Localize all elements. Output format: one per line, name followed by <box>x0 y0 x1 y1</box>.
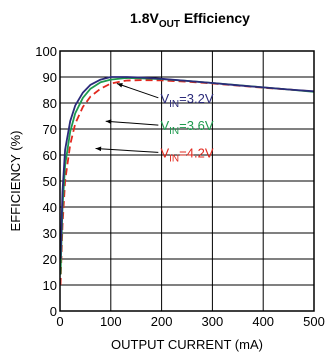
chart-title-rest: Efficiency <box>180 10 250 26</box>
y-tick-label: 90 <box>43 70 57 85</box>
y-tick-label: 0 <box>50 304 57 319</box>
x-tick-label: 300 <box>202 314 224 329</box>
annotation-leader <box>95 148 159 153</box>
series-label-subscript: IN <box>169 153 179 164</box>
x-tick-label: 200 <box>151 314 173 329</box>
series-label-main: V <box>160 145 169 160</box>
y-tick-label: 20 <box>43 252 57 267</box>
series-label-2: VIN=4.2V <box>160 145 213 164</box>
series-label-subscript: IN <box>169 126 179 137</box>
chart-title: 1.8VOUT Efficiency <box>130 10 250 30</box>
series-line-2 <box>59 79 315 286</box>
series-line-1 <box>59 77 315 275</box>
y-axis-label: EFFICIENCY (%) <box>8 131 23 232</box>
series-label-rest: =3.6V <box>179 118 214 133</box>
y-tick-label: 80 <box>43 96 57 111</box>
annotation-leader <box>105 120 159 126</box>
y-tick-label: 70 <box>43 122 57 137</box>
x-tick-label: 100 <box>100 314 122 329</box>
annotation-arrowhead <box>116 83 123 88</box>
x-tick-label: 0 <box>56 314 63 329</box>
grid <box>60 51 314 311</box>
series-label-rest: =4.2V <box>179 145 214 160</box>
plot-frame <box>59 50 315 312</box>
y-tick-label: 10 <box>43 278 57 293</box>
y-tick-label: 50 <box>43 174 57 189</box>
series-label-rest: =3.2V <box>179 91 214 106</box>
y-tick-label: 60 <box>43 148 57 163</box>
x-tick-label: 400 <box>252 314 274 329</box>
y-tick-label: 30 <box>43 226 57 241</box>
series-layer <box>59 76 315 286</box>
y-tick-label: 100 <box>35 44 57 59</box>
series-line-0 <box>59 76 315 260</box>
series-label-subscript: IN <box>169 99 179 110</box>
series-label-main: V <box>160 91 169 106</box>
series-label-1: VIN=3.6V <box>160 118 213 137</box>
annotation-arrowhead <box>105 119 112 124</box>
x-tick-label: 500 <box>303 314 325 329</box>
tick-labels: 0 100 200 300 400 500 0 10 20 30 40 50 60 70 80 90 100 <box>35 44 325 329</box>
chart-title-main: 1.8V <box>130 10 159 26</box>
annotation-leader <box>116 83 159 99</box>
chart-title-subscript: OUT <box>159 19 180 30</box>
annotation-arrowhead <box>95 146 102 152</box>
x-axis-label: OUTPUT CURRENT (mA) <box>111 337 263 352</box>
y-tick-label: 40 <box>43 200 57 215</box>
series-label-main: V <box>160 118 169 133</box>
series-label-0: VIN=3.2V <box>160 91 213 110</box>
